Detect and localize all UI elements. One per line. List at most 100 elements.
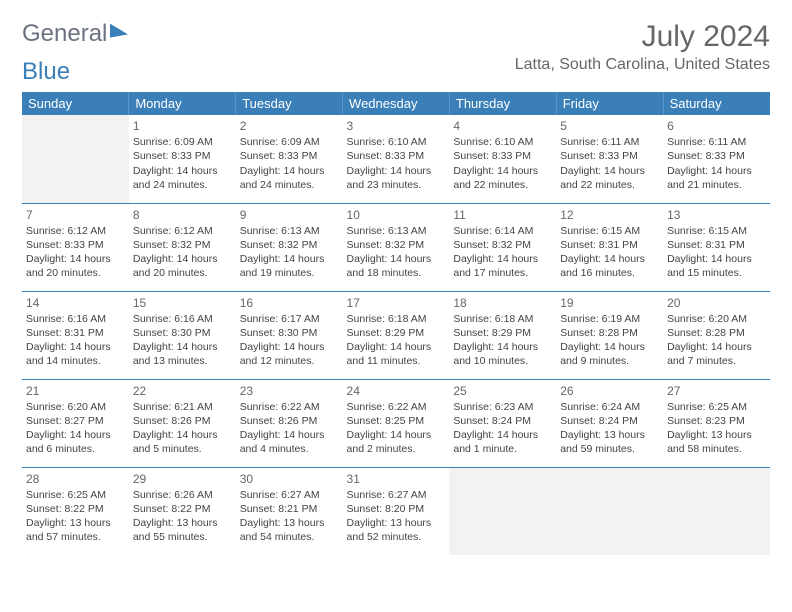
sunrise-text: Sunrise: 6:10 AM	[453, 135, 552, 149]
day-number: 17	[347, 295, 446, 311]
daylight-text: and 22 minutes.	[453, 178, 552, 192]
day-number: 5	[560, 118, 659, 134]
calendar-day: 31Sunrise: 6:27 AMSunset: 8:20 PMDayligh…	[343, 467, 450, 555]
daylight-text: Daylight: 14 hours	[26, 428, 125, 442]
logo-text-2: Blue	[22, 58, 70, 86]
calendar-day: 19Sunrise: 6:19 AMSunset: 8:28 PMDayligh…	[556, 291, 663, 379]
daylight-text: Daylight: 14 hours	[240, 340, 339, 354]
daylight-text: Daylight: 13 hours	[560, 428, 659, 442]
daylight-text: and 18 minutes.	[347, 266, 446, 280]
sunrise-text: Sunrise: 6:16 AM	[26, 312, 125, 326]
daylight-text: and 11 minutes.	[347, 354, 446, 368]
logo: General	[22, 20, 128, 48]
sunrise-text: Sunrise: 6:11 AM	[667, 135, 766, 149]
weekday-header: Wednesday	[343, 92, 450, 115]
sunrise-text: Sunrise: 6:11 AM	[560, 135, 659, 149]
calendar-day: 20Sunrise: 6:20 AMSunset: 8:28 PMDayligh…	[663, 291, 770, 379]
sunset-text: Sunset: 8:22 PM	[133, 502, 232, 516]
daylight-text: Daylight: 14 hours	[453, 252, 552, 266]
calendar-day: 17Sunrise: 6:18 AMSunset: 8:29 PMDayligh…	[343, 291, 450, 379]
calendar-day: 6Sunrise: 6:11 AMSunset: 8:33 PMDaylight…	[663, 115, 770, 203]
daylight-text: and 24 minutes.	[240, 178, 339, 192]
calendar-day: 12Sunrise: 6:15 AMSunset: 8:31 PMDayligh…	[556, 203, 663, 291]
sunset-text: Sunset: 8:29 PM	[347, 326, 446, 340]
sunset-text: Sunset: 8:33 PM	[133, 149, 232, 163]
sunrise-text: Sunrise: 6:20 AM	[667, 312, 766, 326]
daylight-text: Daylight: 14 hours	[26, 252, 125, 266]
daylight-text: Daylight: 13 hours	[347, 516, 446, 530]
daylight-text: Daylight: 14 hours	[667, 252, 766, 266]
daylight-text: and 20 minutes.	[26, 266, 125, 280]
title-block: July 2024 Latta, South Carolina, United …	[515, 20, 770, 74]
daylight-text: Daylight: 14 hours	[240, 428, 339, 442]
calendar-week: 21Sunrise: 6:20 AMSunset: 8:27 PMDayligh…	[22, 379, 770, 467]
calendar-day: 28Sunrise: 6:25 AMSunset: 8:22 PMDayligh…	[22, 467, 129, 555]
day-number: 15	[133, 295, 232, 311]
sunrise-text: Sunrise: 6:27 AM	[240, 488, 339, 502]
calendar-empty	[22, 115, 129, 203]
sunset-text: Sunset: 8:29 PM	[453, 326, 552, 340]
calendar-table: SundayMondayTuesdayWednesdayThursdayFrid…	[22, 92, 770, 555]
calendar-day: 14Sunrise: 6:16 AMSunset: 8:31 PMDayligh…	[22, 291, 129, 379]
daylight-text: and 1 minute.	[453, 442, 552, 456]
calendar-week: 28Sunrise: 6:25 AMSunset: 8:22 PMDayligh…	[22, 467, 770, 555]
sunrise-text: Sunrise: 6:12 AM	[133, 224, 232, 238]
sunset-text: Sunset: 8:32 PM	[133, 238, 232, 252]
day-number: 1	[133, 118, 232, 134]
calendar-day: 21Sunrise: 6:20 AMSunset: 8:27 PMDayligh…	[22, 379, 129, 467]
day-number: 29	[133, 471, 232, 487]
calendar-body: 1Sunrise: 6:09 AMSunset: 8:33 PMDaylight…	[22, 115, 770, 555]
sunrise-text: Sunrise: 6:09 AM	[240, 135, 339, 149]
daylight-text: Daylight: 13 hours	[667, 428, 766, 442]
calendar-week: 7Sunrise: 6:12 AMSunset: 8:33 PMDaylight…	[22, 203, 770, 291]
sunset-text: Sunset: 8:23 PM	[667, 414, 766, 428]
day-number: 10	[347, 207, 446, 223]
sunset-text: Sunset: 8:32 PM	[240, 238, 339, 252]
day-number: 18	[453, 295, 552, 311]
day-number: 2	[240, 118, 339, 134]
sunset-text: Sunset: 8:25 PM	[347, 414, 446, 428]
sunset-text: Sunset: 8:30 PM	[133, 326, 232, 340]
calendar-day: 30Sunrise: 6:27 AMSunset: 8:21 PMDayligh…	[236, 467, 343, 555]
weekday-header-row: SundayMondayTuesdayWednesdayThursdayFrid…	[22, 92, 770, 115]
daylight-text: Daylight: 14 hours	[560, 252, 659, 266]
sunrise-text: Sunrise: 6:15 AM	[667, 224, 766, 238]
daylight-text: and 55 minutes.	[133, 530, 232, 544]
sunrise-text: Sunrise: 6:13 AM	[240, 224, 339, 238]
sunset-text: Sunset: 8:24 PM	[560, 414, 659, 428]
daylight-text: and 7 minutes.	[667, 354, 766, 368]
weekday-header: Saturday	[663, 92, 770, 115]
day-number: 13	[667, 207, 766, 223]
sunset-text: Sunset: 8:33 PM	[453, 149, 552, 163]
sunrise-text: Sunrise: 6:15 AM	[560, 224, 659, 238]
daylight-text: Daylight: 14 hours	[667, 340, 766, 354]
daylight-text: and 12 minutes.	[240, 354, 339, 368]
day-number: 11	[453, 207, 552, 223]
day-number: 4	[453, 118, 552, 134]
day-number: 24	[347, 383, 446, 399]
sunrise-text: Sunrise: 6:20 AM	[26, 400, 125, 414]
daylight-text: and 52 minutes.	[347, 530, 446, 544]
calendar-day: 16Sunrise: 6:17 AMSunset: 8:30 PMDayligh…	[236, 291, 343, 379]
daylight-text: and 15 minutes.	[667, 266, 766, 280]
day-number: 22	[133, 383, 232, 399]
calendar-week: 14Sunrise: 6:16 AMSunset: 8:31 PMDayligh…	[22, 291, 770, 379]
daylight-text: and 16 minutes.	[560, 266, 659, 280]
calendar-empty	[449, 467, 556, 555]
sunrise-text: Sunrise: 6:26 AM	[133, 488, 232, 502]
calendar-empty	[663, 467, 770, 555]
logo-text-1: General	[22, 20, 107, 48]
calendar-day: 3Sunrise: 6:10 AMSunset: 8:33 PMDaylight…	[343, 115, 450, 203]
daylight-text: and 22 minutes.	[560, 178, 659, 192]
sunrise-text: Sunrise: 6:22 AM	[347, 400, 446, 414]
calendar-day: 11Sunrise: 6:14 AMSunset: 8:32 PMDayligh…	[449, 203, 556, 291]
sunset-text: Sunset: 8:28 PM	[560, 326, 659, 340]
calendar-day: 15Sunrise: 6:16 AMSunset: 8:30 PMDayligh…	[129, 291, 236, 379]
sunrise-text: Sunrise: 6:14 AM	[453, 224, 552, 238]
sunset-text: Sunset: 8:27 PM	[26, 414, 125, 428]
day-number: 25	[453, 383, 552, 399]
calendar-day: 9Sunrise: 6:13 AMSunset: 8:32 PMDaylight…	[236, 203, 343, 291]
daylight-text: Daylight: 14 hours	[453, 164, 552, 178]
daylight-text: Daylight: 14 hours	[133, 252, 232, 266]
calendar-day: 18Sunrise: 6:18 AMSunset: 8:29 PMDayligh…	[449, 291, 556, 379]
